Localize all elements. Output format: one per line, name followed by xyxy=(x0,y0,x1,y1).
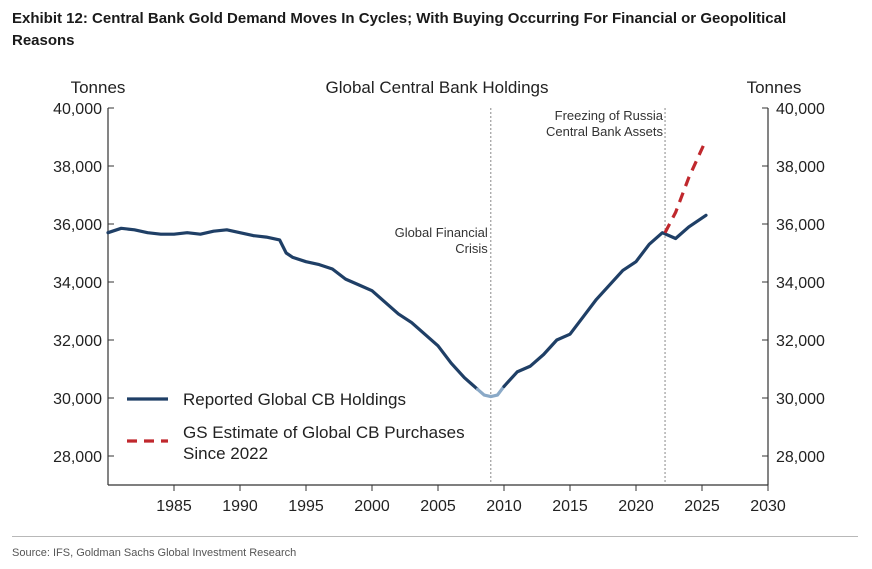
right-y-tick-label: 28,000 xyxy=(776,449,825,466)
right-y-tick-label: 30,000 xyxy=(776,391,825,408)
left-y-tick-label: 36,000 xyxy=(53,217,102,234)
chart-title: Global Central Bank Holdings xyxy=(325,78,548,97)
x-tick-label: 2020 xyxy=(618,498,654,515)
gfc-annotation-line2: Crisis xyxy=(455,241,488,256)
right-y-tick-label: 36,000 xyxy=(776,217,825,234)
left-y-tick-label: 30,000 xyxy=(53,391,102,408)
x-tick-label: 2015 xyxy=(552,498,588,515)
right-y-tick-label: 40,000 xyxy=(776,101,825,118)
left-y-tick-label: 32,000 xyxy=(53,333,102,350)
russia-annotation-line2: Central Bank Assets xyxy=(546,124,664,139)
legend-reported-label: Reported Global CB Holdings xyxy=(183,390,406,409)
source-note: Source: IFS, Goldman Sachs Global Invest… xyxy=(12,547,297,559)
gfc-annotation-line1: Global Financial xyxy=(395,225,488,240)
footer-divider xyxy=(12,536,858,537)
x-tick-label: 1995 xyxy=(288,498,324,515)
reported-holdings-line xyxy=(502,213,708,388)
right-y-tick-label: 38,000 xyxy=(776,159,825,176)
left-axis-label: Tonnes xyxy=(71,78,126,97)
right-y-tick-label: 34,000 xyxy=(776,275,825,292)
left-y-tick-label: 40,000 xyxy=(53,101,102,118)
legend-estimate-label-line1: GS Estimate of Global CB Purchases xyxy=(183,423,465,442)
x-tick-label: 1990 xyxy=(222,498,258,515)
exhibit-title: Exhibit 12: Central Bank Gold Demand Mov… xyxy=(12,10,787,49)
right-axis-label: Tonnes xyxy=(747,78,802,97)
x-tick-label: 2010 xyxy=(486,498,522,515)
line-chart: Tonnes Tonnes Global Central Bank Holdings… xyxy=(53,78,825,515)
x-tick-label: 2030 xyxy=(750,498,786,515)
reported-holdings-gfc-segment xyxy=(476,384,506,399)
x-tick-label: 2005 xyxy=(420,498,456,515)
left-y-tick-label: 28,000 xyxy=(53,449,102,466)
legend-estimate-label-line2: Since 2022 xyxy=(183,444,268,463)
gs-estimate-line xyxy=(663,139,708,234)
x-tick-label: 2000 xyxy=(354,498,390,515)
x-tick-label: 1985 xyxy=(156,498,192,515)
left-y-tick-label: 38,000 xyxy=(53,159,102,176)
x-tick-label: 2025 xyxy=(684,498,720,515)
reported-holdings-line xyxy=(106,226,480,391)
right-y-tick-label: 32,000 xyxy=(776,333,825,350)
russia-annotation-line1: Freezing of Russia xyxy=(555,108,664,123)
left-y-tick-label: 34,000 xyxy=(53,275,102,292)
